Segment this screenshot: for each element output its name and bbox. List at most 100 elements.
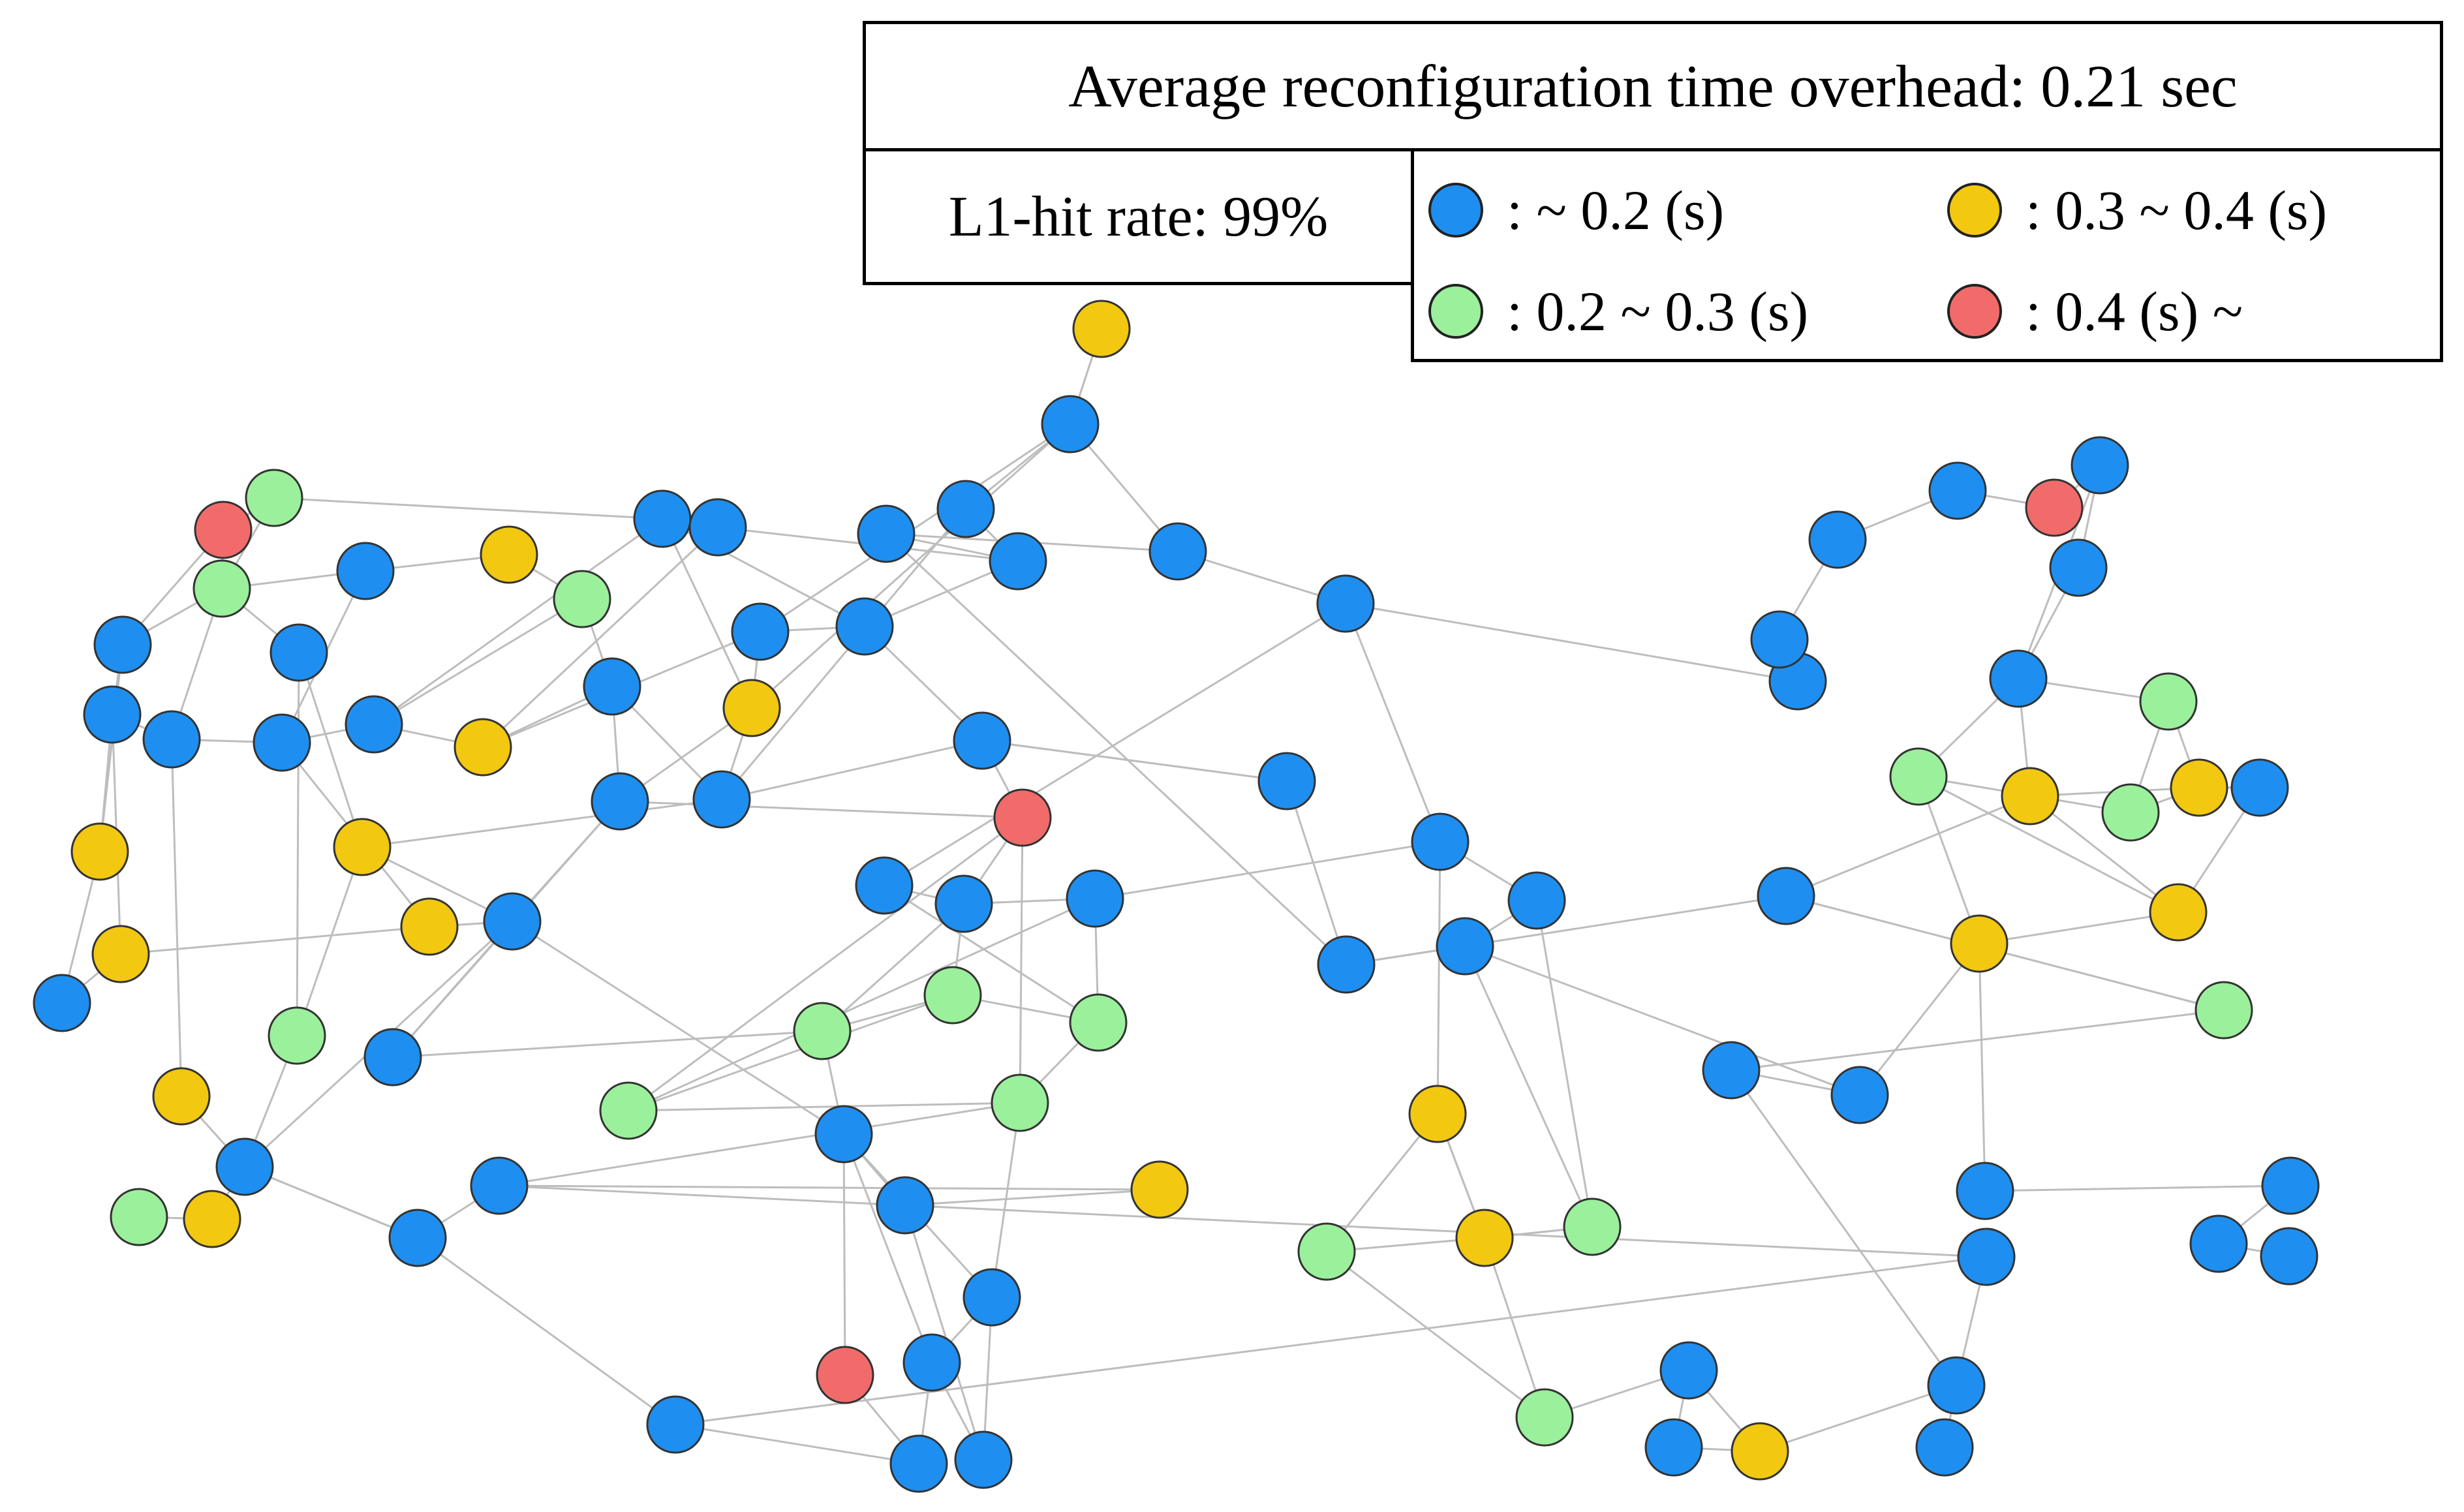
overhead-title-box: Average reconfiguration time overhead: 0… xyxy=(863,21,2443,151)
node-blue xyxy=(336,542,395,600)
graph-edge xyxy=(884,602,1346,887)
graph-edge xyxy=(1346,895,1787,966)
node-green xyxy=(2194,981,2253,1040)
graph-edge xyxy=(512,920,844,1135)
graph-edge xyxy=(362,798,722,848)
graph-edge xyxy=(842,1134,933,1363)
graph-edge xyxy=(751,423,1071,709)
graph-edge xyxy=(885,532,1348,966)
node-yellow xyxy=(2170,758,2228,817)
graph-edge xyxy=(628,1102,1021,1112)
legend-label-yellow: : 0.3 ~ 0.4 (s) xyxy=(2025,179,2328,241)
node-blue xyxy=(1750,610,1809,669)
graph-edge xyxy=(904,1204,1987,1258)
node-blue xyxy=(1507,871,1566,930)
node-red xyxy=(2025,478,2084,537)
node-green xyxy=(2101,783,2160,842)
node-blue xyxy=(902,1333,961,1392)
node-blue xyxy=(1148,522,1207,581)
node-blue xyxy=(142,710,201,769)
graph-edge xyxy=(296,652,300,1036)
node-yellow xyxy=(183,1190,241,1248)
legend-label-green: : 0.2 ~ 0.3 (s) xyxy=(1507,280,1809,343)
node-blue xyxy=(2071,436,2129,495)
node-blue xyxy=(1436,917,1494,976)
graph-edge xyxy=(721,739,983,801)
node-blue xyxy=(889,1434,948,1493)
node-blue xyxy=(692,770,751,829)
legend-label-blue: : ~ 0.2 (s) xyxy=(1507,179,1725,241)
graph-edge xyxy=(373,598,583,726)
node-blue xyxy=(1927,1356,1986,1415)
legend-item-red: : 0.4 (s) ~ xyxy=(1947,279,2243,344)
graph-edge xyxy=(1979,911,2179,945)
graph-edge xyxy=(482,526,719,748)
legend-label-red: : 0.4 (s) ~ xyxy=(2025,280,2243,343)
graph-edge xyxy=(120,925,430,955)
graph-edge xyxy=(1436,841,1441,1115)
node-green xyxy=(599,1081,658,1140)
node-blue xyxy=(1989,649,2048,708)
node-green xyxy=(1563,1197,1622,1256)
node-blue xyxy=(1957,1227,2016,1286)
node-blue xyxy=(1317,935,1376,994)
node-yellow xyxy=(1072,300,1131,358)
graph-edge xyxy=(1177,550,1346,605)
node-green xyxy=(923,966,982,1025)
graph-edge xyxy=(1730,1070,1958,1386)
node-green xyxy=(1889,747,1948,806)
yellow-dot-icon xyxy=(1947,183,2002,238)
graph-edge xyxy=(499,1184,906,1207)
node-blue xyxy=(1066,869,1124,928)
node-yellow xyxy=(333,818,392,876)
graph-edge xyxy=(1535,900,1594,1227)
node-yellow xyxy=(152,1067,211,1126)
node-blue xyxy=(388,1209,447,1267)
node-blue xyxy=(2260,1227,2318,1286)
graph-edge xyxy=(1785,795,2031,897)
graph-edge xyxy=(244,1165,418,1239)
graph-nodes xyxy=(33,300,2320,1493)
node-blue xyxy=(2189,1214,2248,1273)
node-blue xyxy=(1659,1341,1718,1400)
node-green xyxy=(793,1002,852,1060)
graph-edge xyxy=(1464,946,1594,1227)
overhead-title: Average reconfiguration time overhead: 0… xyxy=(1068,53,2238,119)
graph-edge xyxy=(1483,1237,1546,1418)
graph-edge xyxy=(499,1102,1021,1187)
hit-rate-label: L1-hit rate: 99% xyxy=(948,185,1329,249)
node-blue xyxy=(646,1395,705,1454)
node-blue xyxy=(1757,867,1815,925)
graph-edge xyxy=(1858,943,1980,1096)
node-green xyxy=(1069,993,1128,1052)
node-green xyxy=(245,469,303,527)
graph-edge xyxy=(675,1256,1987,1426)
node-blue xyxy=(83,685,142,744)
node-blue xyxy=(1808,510,1867,569)
graph-edge xyxy=(904,1205,985,1460)
graph-edge xyxy=(1019,817,1024,1103)
node-blue xyxy=(633,489,692,548)
node-green xyxy=(553,570,611,628)
graph-edge xyxy=(298,652,363,848)
node-red xyxy=(993,788,1052,847)
node-yellow xyxy=(1408,1085,1467,1143)
graph-edge xyxy=(1984,1184,2291,1192)
node-green xyxy=(2139,672,2198,731)
legend-item-yellow: : 0.3 ~ 0.4 (s) xyxy=(1947,177,2327,243)
graph-edge xyxy=(296,846,363,1036)
node-blue xyxy=(93,615,152,674)
green-dot-icon xyxy=(1428,284,1483,339)
node-blue xyxy=(954,1430,1013,1489)
graph-edge xyxy=(904,1188,1160,1207)
node-blue xyxy=(855,856,914,915)
node-blue xyxy=(936,480,995,538)
node-blue xyxy=(470,1156,529,1215)
graph-edge xyxy=(1344,603,1441,842)
graph-edge xyxy=(1978,943,1986,1192)
node-green xyxy=(110,1188,168,1246)
graph-edge xyxy=(884,884,1099,1024)
node-yellow xyxy=(722,679,781,737)
blue-dot-icon xyxy=(1428,183,1483,238)
node-yellow xyxy=(1130,1160,1189,1219)
